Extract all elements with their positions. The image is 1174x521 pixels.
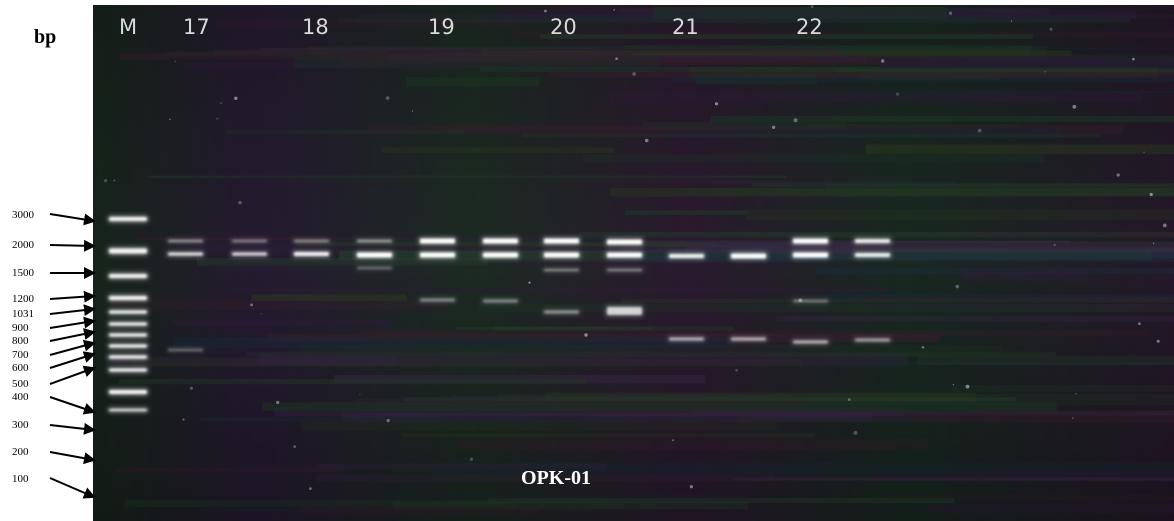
sample-band [607, 252, 642, 258]
sample-band [168, 252, 203, 256]
lane-label-20: 20 [550, 15, 577, 39]
sample-band [420, 298, 455, 302]
ladder-band [109, 296, 147, 300]
ladder-label-1200: 1200 [12, 293, 34, 305]
sample-band [731, 253, 766, 259]
ladder-band [109, 248, 147, 254]
sample-band [483, 299, 518, 303]
sample-band [357, 252, 392, 258]
gel-svg [93, 5, 1174, 521]
ladder-label-200: 200 [12, 446, 29, 458]
sample-band [793, 238, 828, 244]
lane-label-marker: M [119, 15, 138, 39]
ladder-band [109, 344, 147, 348]
arrow-400 [49, 396, 96, 415]
primer-label: OPK-01 [521, 467, 591, 489]
ladder-label-400: 400 [12, 391, 29, 403]
ladder-label-900: 900 [12, 322, 29, 334]
sample-band [607, 307, 642, 315]
sample-band [607, 269, 642, 271]
ladder-label-100: 100 [12, 473, 29, 485]
arrow-600 [49, 351, 96, 369]
sample-band [483, 238, 518, 244]
arrow-100 [49, 477, 96, 499]
sample-band [232, 240, 267, 242]
lane-label-18: 18 [302, 15, 329, 39]
ladder-label-1031: 1031 [12, 308, 34, 320]
ladder-band [109, 409, 147, 411]
arrow-1031 [49, 304, 96, 317]
sample-band [357, 267, 392, 269]
sample-band [544, 269, 579, 271]
ladder-band [109, 274, 147, 278]
lane-label-22: 22 [796, 15, 823, 39]
sample-band [294, 252, 329, 256]
ladder-label-700: 700 [12, 349, 29, 361]
arrow-800 [49, 328, 96, 342]
sample-band [669, 337, 704, 341]
arrow-2000 [49, 239, 96, 252]
lane-label-21: 21 [672, 15, 699, 39]
ladder-label-2000: 2000 [12, 239, 34, 251]
lane-label-17: 17 [183, 15, 210, 39]
arrow-700 [49, 339, 96, 356]
sample-band [855, 239, 890, 243]
sample-band [232, 252, 267, 256]
ladder-band [109, 390, 147, 394]
sample-band [544, 238, 579, 244]
ladder-band [109, 368, 147, 372]
sample-band [544, 310, 579, 314]
sample-band [793, 340, 828, 344]
ladder-label-1500: 1500 [12, 267, 34, 279]
sample-band [294, 240, 329, 242]
ladder-label-500: 500 [12, 378, 29, 390]
sample-band [855, 253, 890, 257]
sample-band [483, 252, 518, 258]
ladder-label-300: 300 [12, 419, 29, 431]
sample-band [731, 337, 766, 341]
ladder-band [109, 333, 147, 337]
ladder-band [109, 217, 147, 221]
ladder-band [109, 310, 147, 314]
sample-band [168, 240, 203, 242]
sample-bands [166, 236, 892, 353]
sample-band [420, 252, 455, 258]
sample-band [607, 239, 642, 245]
sample-band [855, 338, 890, 342]
ladder-band [109, 355, 147, 359]
sample-band [168, 349, 203, 351]
lane-label-19: 19 [428, 15, 455, 39]
sample-band [357, 240, 392, 242]
sample-band [669, 254, 704, 258]
arrow-200 [49, 451, 96, 465]
arrow-900 [49, 316, 96, 329]
arrow-500 [49, 365, 96, 385]
arrow-1200 [49, 290, 96, 303]
bp-unit-label: bp [34, 26, 57, 48]
ladder-label-600: 600 [12, 362, 29, 374]
ladder-label-800: 800 [12, 335, 29, 347]
ladder-bands [107, 215, 149, 413]
sample-band [544, 252, 579, 258]
ladder-label-3000: 3000 [12, 209, 34, 221]
sample-band [420, 238, 455, 244]
gel-shading [93, 5, 1174, 521]
arrow-300 [49, 422, 96, 435]
gel-image: M 17 18 19 20 21 22 OPK-01 [93, 5, 1174, 521]
ladder-band [109, 322, 147, 326]
sample-band [793, 300, 828, 302]
sample-band [793, 252, 828, 258]
arrow-3000 [49, 213, 96, 226]
